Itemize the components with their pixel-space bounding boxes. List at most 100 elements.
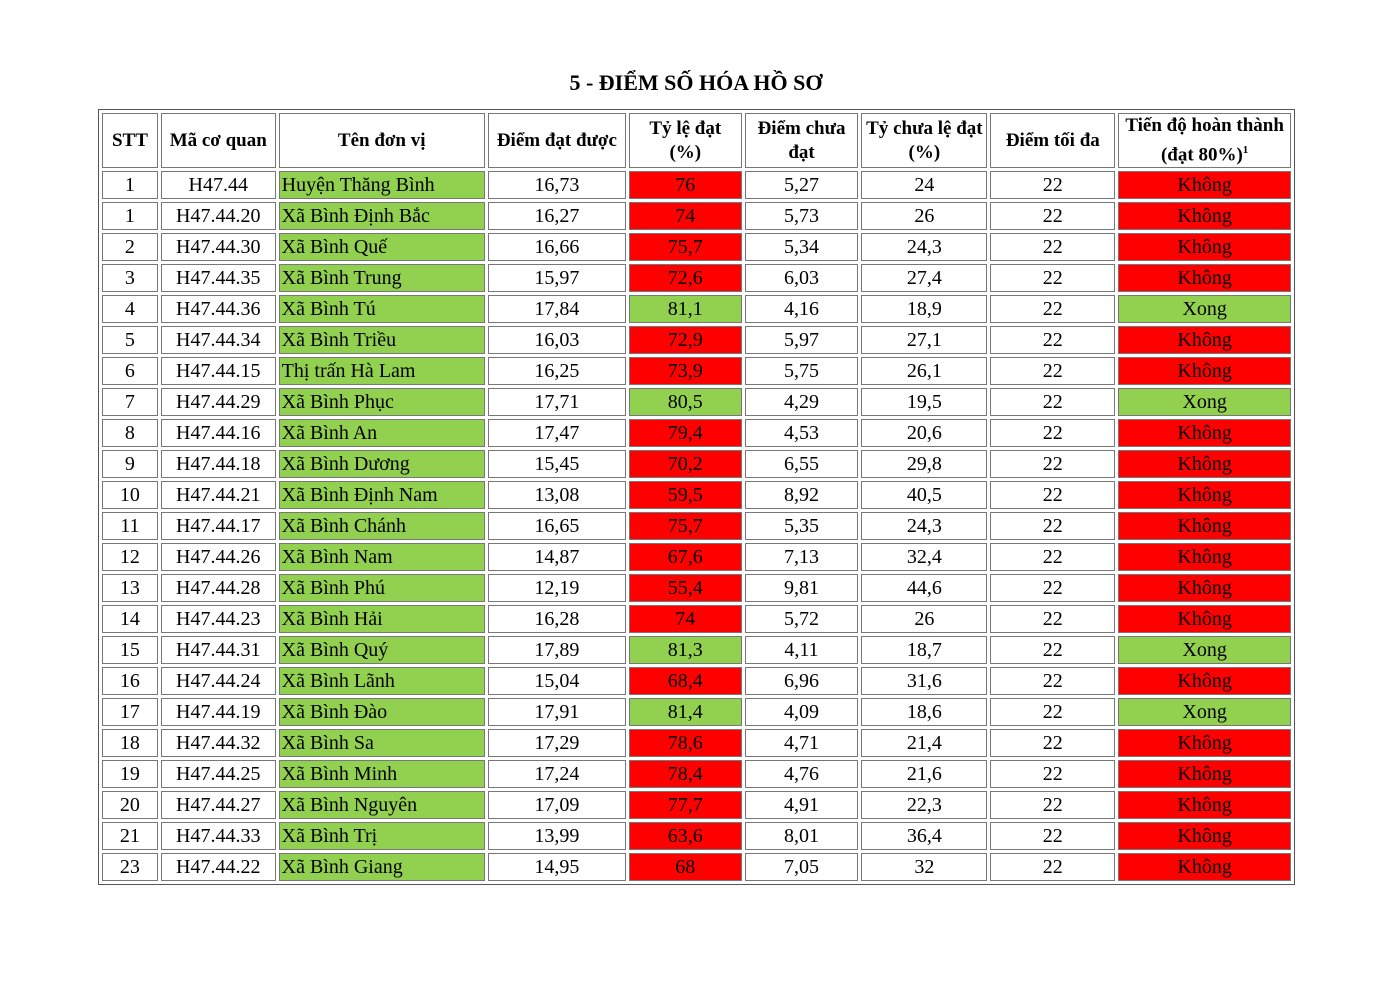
cell-stt: 7 [102, 388, 158, 417]
cell-stt: 3 [102, 264, 158, 293]
cell-stt: 8 [102, 419, 158, 448]
header-row: STT Mã cơ quan Tên đơn vị Điểm đạt được … [102, 113, 1291, 169]
cell-diem-dat: 14,95 [487, 853, 626, 882]
header-diem-toi-da: Điểm tối đa [990, 113, 1116, 169]
cell-diem-chua-dat: 4,09 [744, 698, 859, 727]
cell-tien-do: Không [1118, 729, 1291, 758]
cell-diem-chua-dat: 4,29 [744, 388, 859, 417]
table-row: 19 H47.44.25 Xã Bình Minh 17,24 78,4 4,76 21,6… [102, 760, 1291, 789]
cell-diem-chua-dat: 4,76 [744, 760, 859, 789]
cell-ty-le-dat: 67,6 [628, 543, 742, 572]
cell-ty-chua-le-dat: 21,6 [861, 760, 988, 789]
cell-ten-don-vi: Xã Bình Quý [278, 636, 485, 665]
cell-ty-chua-le-dat: 26,1 [861, 357, 988, 386]
cell-diem-dat: 17,09 [487, 791, 626, 820]
table-row: 20 H47.44.27 Xã Bình Nguyên 17,09 77,7 4,91 22… [102, 791, 1291, 820]
cell-ty-le-dat: 76 [628, 171, 742, 200]
cell-diem-toi-da: 22 [990, 202, 1116, 231]
cell-ten-don-vi: Xã Bình Triều [278, 326, 485, 355]
table-row: 5 H47.44.34 Xã Bình Triều 16,03 72,9 5,97 27,1… [102, 326, 1291, 355]
cell-tien-do: Xong [1118, 636, 1291, 665]
cell-stt: 17 [102, 698, 158, 727]
table-row: 2 H47.44.30 Xã Bình Quế 16,66 75,7 5,34 24,3 22… [102, 233, 1291, 262]
cell-ten-don-vi: Xã Bình An [278, 419, 485, 448]
cell-diem-toi-da: 22 [990, 574, 1116, 603]
cell-diem-dat: 16,27 [487, 202, 626, 231]
cell-diem-chua-dat: 4,11 [744, 636, 859, 665]
cell-ty-le-dat: 68 [628, 853, 742, 882]
cell-ty-chua-le-dat: 32,4 [861, 543, 988, 572]
cell-diem-dat: 12,19 [487, 574, 626, 603]
table-row: 9 H47.44.18 Xã Bình Dương 15,45 70,2 6,55 29,8… [102, 450, 1291, 479]
cell-ten-don-vi: Xã Bình Nam [278, 543, 485, 572]
cell-diem-chua-dat: 7,05 [744, 853, 859, 882]
cell-ty-le-dat: 63,6 [628, 822, 742, 851]
cell-ten-don-vi: Xã Bình Giang [278, 853, 485, 882]
cell-ty-chua-le-dat: 22,3 [861, 791, 988, 820]
cell-stt: 23 [102, 853, 158, 882]
cell-ma-co-quan: H47.44.28 [160, 574, 276, 603]
cell-ty-chua-le-dat: 24,3 [861, 233, 988, 262]
table-row: 14 H47.44.23 Xã Bình Hải 16,28 74 5,72 26 22 Khô… [102, 605, 1291, 634]
cell-tien-do: Không [1118, 357, 1291, 386]
cell-ten-don-vi: Xã Bình Phú [278, 574, 485, 603]
cell-diem-toi-da: 22 [990, 171, 1116, 200]
cell-ma-co-quan: H47.44.19 [160, 698, 276, 727]
cell-tien-do: Không [1118, 171, 1291, 200]
cell-ma-co-quan: H47.44.27 [160, 791, 276, 820]
cell-diem-dat: 17,29 [487, 729, 626, 758]
cell-tien-do: Không [1118, 667, 1291, 696]
table-row: 21 H47.44.33 Xã Bình Trị 13,99 63,6 8,01 36,4 2… [102, 822, 1291, 851]
cell-stt: 15 [102, 636, 158, 665]
cell-stt: 20 [102, 791, 158, 820]
cell-stt: 13 [102, 574, 158, 603]
cell-diem-dat: 17,91 [487, 698, 626, 727]
cell-ma-co-quan: H47.44.17 [160, 512, 276, 541]
cell-stt: 4 [102, 295, 158, 324]
header-ten-don-vi: Tên đơn vị [278, 113, 485, 169]
table-row: 1 H47.44 Huyện Thăng Bình 16,73 76 5,27 24 22 Kh… [102, 171, 1291, 200]
cell-diem-dat: 16,66 [487, 233, 626, 262]
cell-diem-toi-da: 22 [990, 419, 1116, 448]
cell-diem-chua-dat: 9,81 [744, 574, 859, 603]
cell-ten-don-vi: Xã Bình Minh [278, 760, 485, 789]
cell-ten-don-vi: Xã Bình Định Bắc [278, 202, 485, 231]
cell-stt: 12 [102, 543, 158, 572]
cell-ten-don-vi: Xã Bình Hải [278, 605, 485, 634]
header-diem-dat: Điểm đạt được [487, 113, 626, 169]
cell-ma-co-quan: H47.44.34 [160, 326, 276, 355]
cell-ma-co-quan: H47.44.16 [160, 419, 276, 448]
cell-tien-do: Không [1118, 419, 1291, 448]
cell-stt: 11 [102, 512, 158, 541]
cell-ma-co-quan: H47.44.22 [160, 853, 276, 882]
cell-ten-don-vi: Xã Bình Phục [278, 388, 485, 417]
table-row: 3 H47.44.35 Xã Bình Trung 15,97 72,6 6,03 27,4… [102, 264, 1291, 293]
cell-ma-co-quan: H47.44.30 [160, 233, 276, 262]
cell-ty-chua-le-dat: 29,8 [861, 450, 988, 479]
cell-ten-don-vi: Xã Bình Định Nam [278, 481, 485, 510]
cell-diem-toi-da: 22 [990, 853, 1116, 882]
table-row: 17 H47.44.19 Xã Bình Đào 17,91 81,4 4,09 18,6 2… [102, 698, 1291, 727]
cell-ty-chua-le-dat: 27,4 [861, 264, 988, 293]
cell-diem-toi-da: 22 [990, 388, 1116, 417]
cell-ty-le-dat: 68,4 [628, 667, 742, 696]
cell-diem-toi-da: 22 [990, 667, 1116, 696]
cell-diem-dat: 13,99 [487, 822, 626, 851]
cell-ty-le-dat: 75,7 [628, 512, 742, 541]
table-body: 1 H47.44 Huyện Thăng Bình 16,73 76 5,27 24 22 Kh… [102, 171, 1291, 882]
table-row: 10 H47.44.21 Xã Bình Định Nam 13,08 59,5 8,92… [102, 481, 1291, 510]
cell-ty-chua-le-dat: 18,6 [861, 698, 988, 727]
cell-diem-dat: 17,84 [487, 295, 626, 324]
cell-ty-le-dat: 74 [628, 605, 742, 634]
cell-ten-don-vi: Xã Bình Tú [278, 295, 485, 324]
cell-diem-chua-dat: 5,34 [744, 233, 859, 262]
cell-tien-do: Không [1118, 605, 1291, 634]
cell-diem-chua-dat: 5,97 [744, 326, 859, 355]
cell-stt: 5 [102, 326, 158, 355]
cell-diem-dat: 16,25 [487, 357, 626, 386]
cell-diem-chua-dat: 5,27 [744, 171, 859, 200]
cell-tien-do: Không [1118, 760, 1291, 789]
table-row: 4 H47.44.36 Xã Bình Tú 17,84 81,1 4,16 18,9 22 X… [102, 295, 1291, 324]
cell-stt: 9 [102, 450, 158, 479]
cell-tien-do: Không [1118, 853, 1291, 882]
